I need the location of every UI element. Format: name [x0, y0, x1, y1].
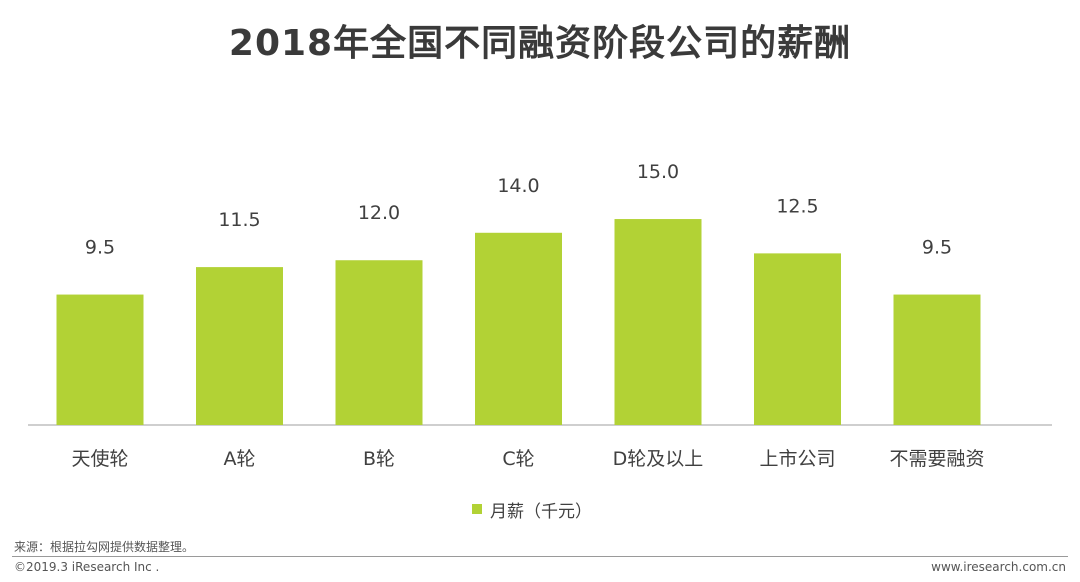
data-label: 11.5 — [218, 209, 260, 231]
legend: 月薪（千元） — [472, 498, 592, 522]
category-label: C轮 — [502, 448, 534, 470]
bar — [335, 260, 423, 425]
bar — [56, 294, 144, 425]
bar — [475, 232, 562, 425]
category-label: 不需要融资 — [889, 448, 984, 470]
category-label: 天使轮 — [71, 448, 128, 470]
data-label: 12.0 — [358, 202, 400, 224]
category-label: 上市公司 — [759, 448, 835, 470]
data-label: 15.0 — [637, 161, 679, 183]
bar — [754, 253, 841, 425]
bar — [196, 267, 283, 425]
footer-divider — [12, 556, 1068, 557]
category-label: D轮及以上 — [613, 448, 704, 470]
copyright: ©2019.3 iResearch Inc . — [14, 560, 160, 574]
legend-label: 月薪（千元） — [490, 501, 592, 522]
data-label: 9.5 — [922, 237, 952, 259]
bar — [614, 219, 702, 425]
data-label: 14.0 — [497, 175, 539, 197]
legend-swatch — [472, 504, 482, 514]
source-note: 来源：根据拉勾网提供数据整理。 — [14, 540, 195, 554]
data-label: 12.5 — [776, 195, 818, 217]
data-label: 9.5 — [85, 237, 115, 259]
website: www.iresearch.com.cn — [931, 560, 1066, 574]
category-label: A轮 — [224, 448, 256, 470]
chart-title: 2018年全国不同融资阶段公司的薪酬 — [228, 23, 852, 64]
bar — [893, 294, 981, 425]
category-label: B轮 — [363, 448, 395, 470]
